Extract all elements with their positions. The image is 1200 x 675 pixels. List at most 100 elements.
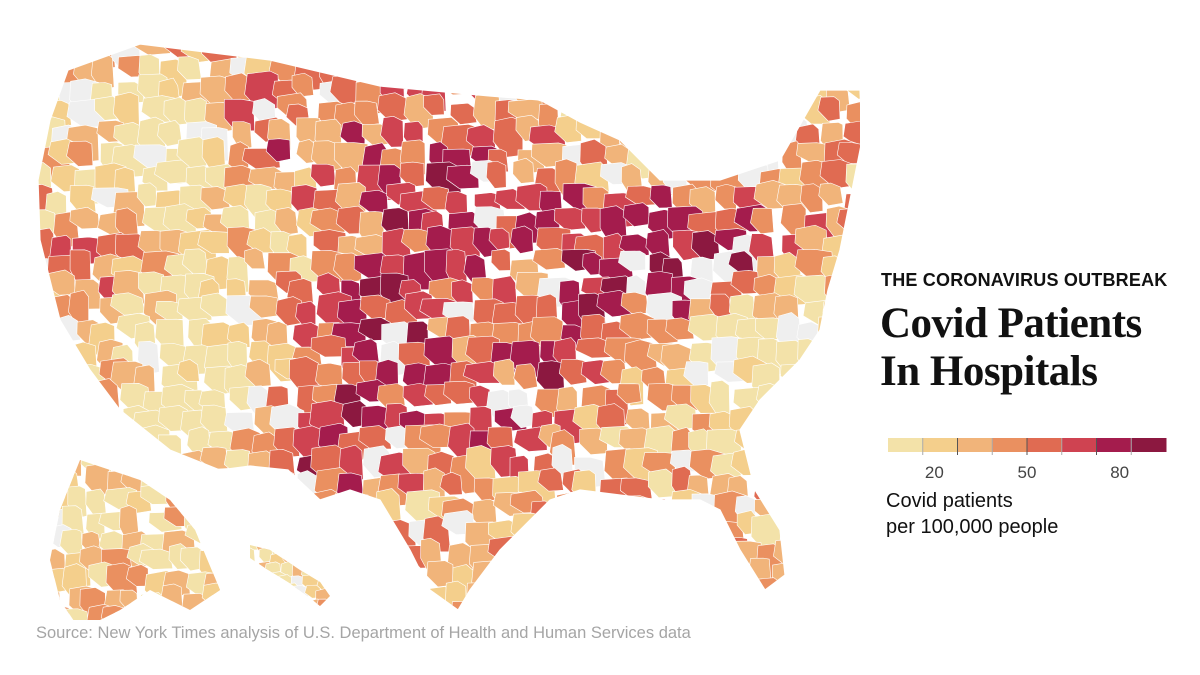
county-area (759, 44, 783, 56)
county-area (59, 528, 84, 557)
county-area (316, 44, 352, 66)
county-area (598, 539, 638, 568)
county-area (533, 521, 568, 545)
county-area (688, 599, 717, 610)
county-area (244, 358, 272, 388)
county-area (858, 472, 860, 505)
county-area (206, 495, 242, 519)
county-area (551, 53, 589, 93)
county-area (553, 207, 586, 231)
county-area (662, 148, 696, 181)
county-area (492, 358, 516, 386)
county-area (817, 498, 855, 525)
county-area (228, 491, 258, 512)
county-area (50, 604, 70, 620)
county-area (224, 586, 264, 610)
county-area (752, 447, 790, 481)
county-area (92, 378, 121, 417)
legend-caption-line-1: Covid patients (886, 490, 1013, 512)
county-area (160, 583, 184, 612)
county-area (363, 607, 402, 610)
county-area (198, 488, 220, 512)
county-area (50, 460, 64, 472)
county-area (805, 434, 843, 468)
county-area (377, 44, 409, 67)
county-area (529, 44, 557, 59)
county-area (795, 500, 820, 537)
county-area (532, 578, 564, 610)
county-area (558, 587, 586, 610)
county-area (68, 425, 99, 451)
county-area (379, 567, 402, 593)
county-area (842, 120, 860, 147)
county-area (821, 384, 847, 413)
county-area (617, 520, 650, 546)
county-area (317, 511, 352, 536)
county-area (222, 537, 249, 561)
legend-swatch (922, 438, 958, 452)
county-area (490, 248, 511, 271)
county-area (282, 545, 295, 555)
county-area (602, 80, 634, 112)
county-area (713, 561, 746, 602)
legend-swatch (992, 438, 1028, 452)
county-area (420, 608, 449, 610)
county-area (842, 513, 860, 543)
county-area (396, 562, 421, 588)
county-area (71, 407, 99, 436)
county-area (560, 78, 598, 102)
county-area (846, 336, 860, 370)
county-area (778, 578, 811, 606)
county-area (491, 565, 527, 592)
county-area (250, 493, 288, 531)
county-area (691, 125, 721, 159)
legend-swatch (957, 438, 993, 452)
county-area (53, 44, 80, 62)
county-area (288, 604, 311, 610)
county-area (662, 601, 695, 610)
legend-swatch (1027, 438, 1063, 452)
county-area (771, 44, 794, 52)
county-area (706, 585, 743, 608)
county-area (378, 600, 401, 610)
kicker: THE CORONAVIRUS OUTBREAK (881, 270, 1168, 290)
county-area (752, 607, 783, 610)
county-area (339, 519, 364, 546)
county-area (199, 446, 229, 470)
county-area (358, 425, 392, 450)
county-area (796, 381, 829, 412)
county-area (597, 513, 630, 551)
county-area (818, 365, 844, 405)
county-area (491, 44, 525, 58)
county-area (649, 605, 683, 610)
county-area (50, 589, 62, 620)
county-area (245, 469, 284, 509)
county-area (551, 44, 574, 70)
county-area (179, 465, 213, 501)
legend-scale: 20 50 80 (888, 438, 1167, 482)
county-area (666, 564, 694, 604)
county-area (269, 584, 290, 604)
county-area (836, 141, 860, 164)
county-area (712, 44, 741, 64)
county-area (818, 516, 846, 549)
county-area (449, 44, 472, 60)
county-area (667, 542, 692, 570)
county-area (618, 561, 648, 584)
county-area (470, 277, 496, 301)
county-area (38, 361, 56, 396)
county-area (845, 488, 860, 517)
county-area (626, 78, 662, 113)
county-area (327, 545, 330, 553)
county-area (138, 548, 174, 570)
county-area (840, 404, 860, 438)
county-area (336, 50, 375, 81)
county-area (843, 450, 860, 484)
county-area (753, 97, 782, 129)
county-area (157, 434, 182, 462)
county-area (38, 426, 62, 452)
county-area (38, 44, 66, 61)
county-area (645, 99, 681, 129)
county-area (138, 604, 161, 610)
county-area (256, 587, 270, 603)
